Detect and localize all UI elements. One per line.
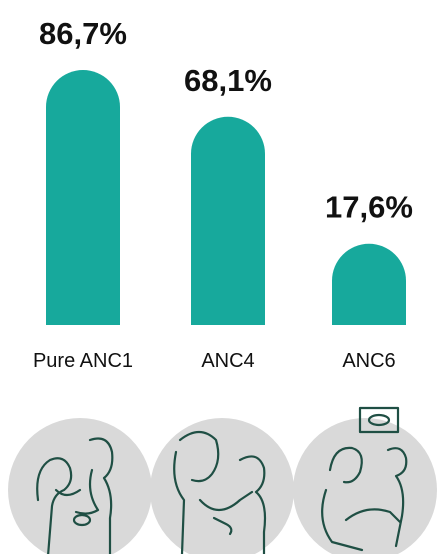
icon-circle xyxy=(150,418,294,554)
value-label: 68,1% xyxy=(184,63,272,98)
bar xyxy=(191,117,265,325)
icon-circle xyxy=(293,418,437,554)
x-tick-label: ANC4 xyxy=(201,350,254,372)
bar xyxy=(332,244,406,325)
x-tick-label: Pure ANC1 xyxy=(33,350,133,372)
chart: 86,7% Pure ANC1 68,1% ANC4 17,6% ANC6 xyxy=(0,0,437,554)
value-label: 17,6% xyxy=(325,190,413,225)
illustrations xyxy=(8,408,437,554)
icon-circle xyxy=(8,418,152,554)
bar xyxy=(46,70,120,325)
x-tick-label: ANC6 xyxy=(342,350,395,372)
value-label: 86,7% xyxy=(39,16,127,51)
